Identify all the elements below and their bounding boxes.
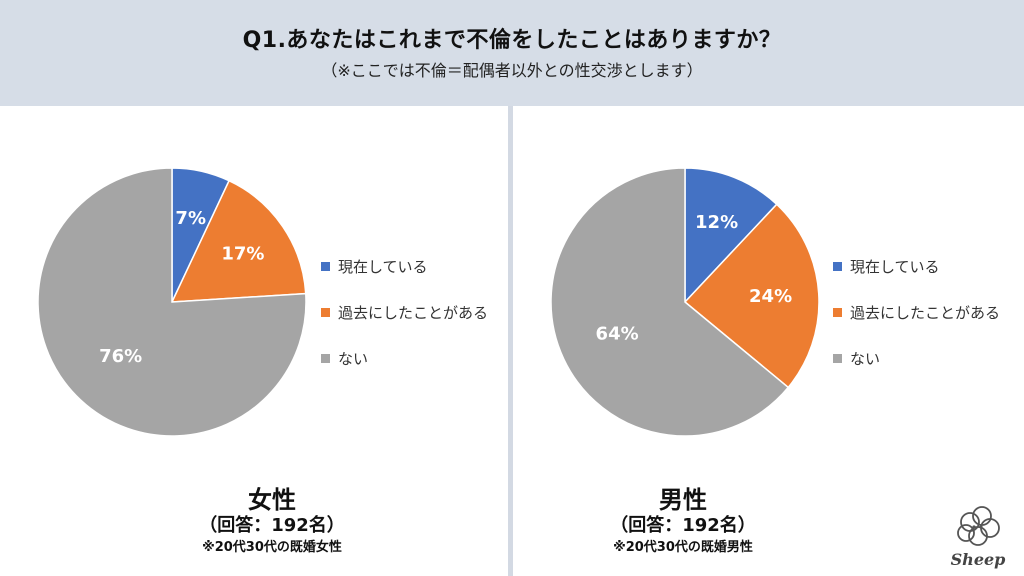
male-pie-chart: 12% 24% 64% (550, 167, 820, 437)
pie-slice-past (170, 179, 307, 303)
pie-label-past: 17% (221, 243, 264, 264)
question-title: Q1.あなたはこれまで不倫をしたことはありますか？ (242, 28, 782, 53)
male-caption: 男性 （回答：192名） ※20代30代の既婚男性 (533, 486, 833, 558)
legend-item-past: 過去にしたことがある (321, 300, 488, 324)
legend-swatch-current (321, 261, 330, 271)
pie-label-none: 76% (99, 346, 142, 367)
female-pie-chart: 7% 17% 76% (37, 167, 307, 437)
legend-item-none: ない (833, 346, 1000, 370)
pie-slice-past (683, 203, 820, 389)
female-note: ※20代30代の既婚女性 (202, 540, 342, 555)
legend-swatch-current (833, 261, 842, 271)
pie-label-current: 7% (175, 208, 206, 229)
legend-item-none: ない (321, 346, 488, 370)
legend-label-none: ない (850, 349, 881, 368)
legend-swatch-none (321, 353, 330, 363)
female-legend: 現在している 過去にしたことがある ない (321, 254, 488, 392)
legend-swatch-past (833, 307, 842, 317)
legend-item-current: 現在している (833, 254, 1000, 278)
legend-label-past: 過去にしたことがある (850, 303, 1001, 322)
male-legend: 現在している 過去にしたことがある ない (833, 254, 1000, 392)
pie-label-past: 24% (749, 286, 792, 307)
sheep-logo: Sheep (948, 500, 1008, 572)
pie-label-current: 12% (695, 212, 738, 233)
legend-swatch-none (833, 353, 842, 363)
legend-label-current: 現在している (850, 257, 940, 276)
pie-slice-current (684, 167, 778, 304)
male-respondent-count: （回答：192名） (610, 515, 756, 536)
legend-label-past: 過去にしたことがある (338, 303, 489, 322)
female-panel: 7% 17% 76% 現在している 過去にしたことがある ない 女性 （回答：192… (0, 106, 508, 576)
male-note: ※20代30代の既婚男性 (613, 540, 753, 555)
legend-swatch-past (321, 307, 330, 317)
female-caption: 女性 （回答：192名） ※20代30代の既婚女性 (122, 486, 422, 558)
sheep-icon (957, 506, 1000, 546)
legend-label-current: 現在している (338, 257, 428, 276)
legend-label-none: ない (338, 349, 369, 368)
pie-label-none: 64% (596, 323, 639, 344)
female-respondent-count: （回答：192名） (199, 515, 345, 536)
header-banner: Q1.あなたはこれまで不倫をしたことはありますか？ （※ここでは不倫＝配偶者以外… (0, 0, 1024, 106)
pie-slice-none (550, 167, 790, 437)
female-gender-label: 女性 (248, 486, 296, 514)
panel-divider (508, 106, 513, 576)
logo-text: Sheep (950, 550, 1006, 569)
pie-slice-none (37, 167, 307, 437)
male-gender-label: 男性 (659, 486, 707, 514)
question-subtitle: （※ここでは不倫＝配偶者以外との性交渉とします） (321, 61, 703, 80)
legend-item-past: 過去にしたことがある (833, 300, 1000, 324)
legend-item-current: 現在している (321, 254, 488, 278)
male-panel: 12% 24% 64% 現在している 過去にしたことがある ない 男性 （回答：19… (513, 106, 1024, 576)
